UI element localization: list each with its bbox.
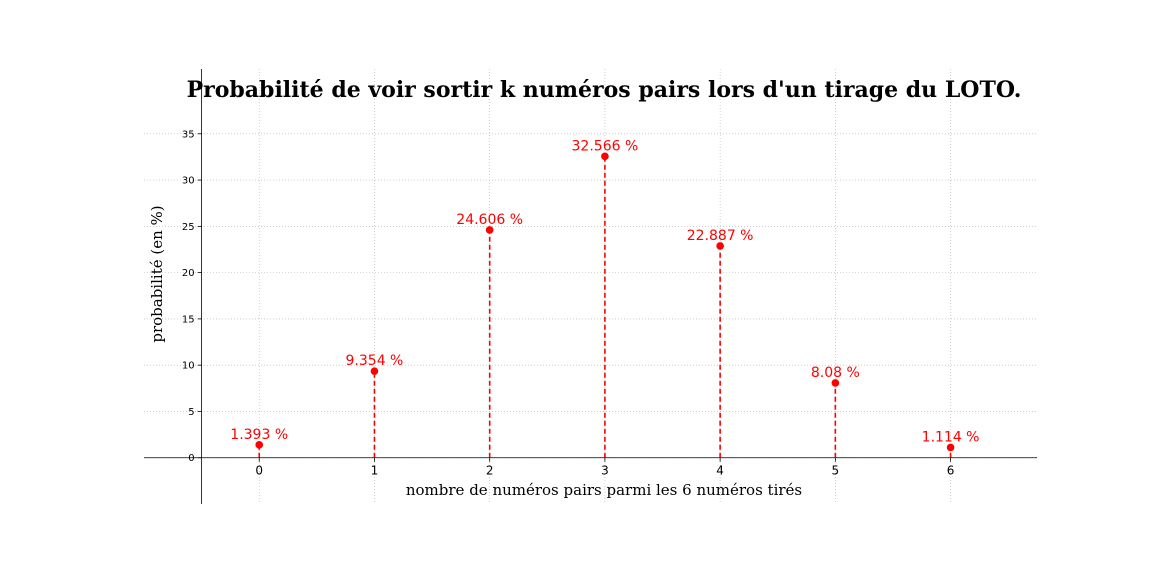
x-tick-label: 1 bbox=[371, 464, 379, 478]
data-point bbox=[946, 443, 955, 452]
data-label: 24.606 % bbox=[456, 212, 523, 228]
y-tick-label: 30 bbox=[182, 176, 195, 187]
x-ticks: 0 1 2 3 4 5 6 bbox=[255, 457, 955, 478]
y-tick-label: 15 bbox=[182, 314, 195, 325]
x-tick-label: 0 bbox=[255, 464, 263, 478]
data-point bbox=[485, 226, 494, 234]
x-tick-label: 2 bbox=[486, 464, 494, 478]
x-tick-label: 3 bbox=[601, 464, 609, 478]
data-point bbox=[255, 441, 264, 449]
axes bbox=[144, 69, 1037, 504]
data-label: 8.08 % bbox=[811, 365, 860, 381]
stems bbox=[258, 156, 952, 458]
y-tick-label: 5 bbox=[188, 407, 194, 418]
data-label: 1.114 % bbox=[922, 429, 980, 445]
y-ticks: 0 5 10 15 20 25 30 35 bbox=[182, 129, 202, 464]
data-label: 9.354 % bbox=[346, 353, 404, 369]
x-tick-label: 5 bbox=[832, 464, 840, 478]
y-tick-label: 10 bbox=[182, 361, 195, 372]
data-label: 1.393 % bbox=[230, 427, 288, 443]
chart-title: Probabilité de voir sortir k numéros pai… bbox=[187, 77, 1022, 103]
y-tick-label: 0 bbox=[188, 453, 194, 464]
data-point bbox=[716, 242, 724, 250]
data-point bbox=[370, 367, 379, 375]
data-label: 22.887 % bbox=[687, 228, 754, 244]
data-point bbox=[601, 152, 609, 161]
data-point bbox=[831, 379, 840, 387]
points bbox=[255, 152, 955, 452]
y-axis-label: probabilité (en %) bbox=[148, 205, 166, 342]
x-tick-label: 6 bbox=[947, 464, 955, 478]
y-tick-label: 20 bbox=[182, 268, 195, 279]
data-labels: 1.393 % 9.354 % 24.606 % 32.566 % 22.887 % 8.… bbox=[230, 138, 979, 445]
data-label: 32.566 % bbox=[572, 138, 639, 154]
x-tick-label: 4 bbox=[716, 464, 724, 478]
y-tick-label: 25 bbox=[182, 222, 195, 233]
y-tick-label: 35 bbox=[182, 129, 195, 140]
x-axis-label: nombre de numéros pairs parmi les 6 numé… bbox=[406, 481, 802, 499]
